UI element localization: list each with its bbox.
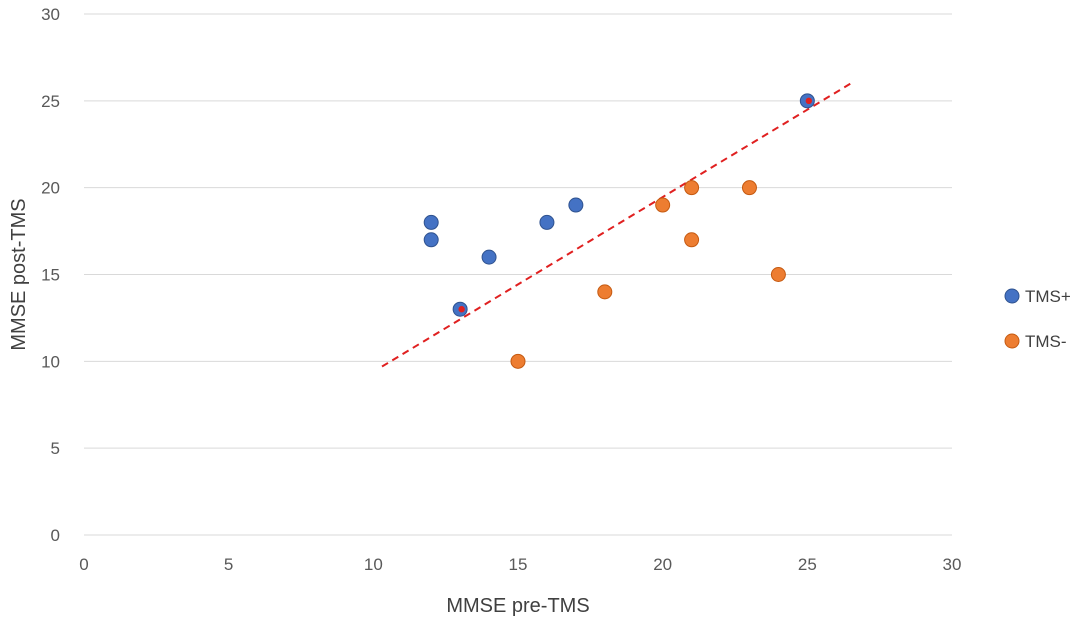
point-TMS+ (481, 249, 497, 265)
legend-marker-TMS- (1004, 333, 1020, 349)
legend-label: TMS- (1025, 332, 1067, 351)
x-tick-label: 25 (798, 555, 817, 574)
y-tick-label: 0 (51, 526, 60, 545)
point-TMS+ (423, 232, 439, 248)
legend-marker-TMS+ (1004, 288, 1020, 304)
x-axis-title: MMSE pre-TMS (446, 595, 589, 617)
x-tick-label: 0 (79, 555, 88, 574)
point-TMS- (770, 267, 786, 282)
x-tick-label: 20 (653, 555, 672, 574)
point-TMS- (655, 197, 671, 213)
point-TMS- (684, 180, 700, 196)
x-axis-ticks: 0 5 10 15 20 25 30 (79, 555, 961, 574)
trendline (381, 82, 852, 368)
highlight-marker (458, 306, 465, 313)
y-tick-label: 20 (41, 179, 60, 198)
x-tick-label: 5 (224, 555, 233, 574)
legend-label: TMS+ (1025, 287, 1071, 306)
legend: TMS+ TMS- (1004, 287, 1071, 351)
grid-lines (84, 13, 952, 449)
point-TMS+ (539, 214, 555, 230)
point-TMS- (684, 232, 700, 248)
y-tick-label: 5 (51, 439, 60, 458)
y-tick-label: 25 (41, 92, 60, 111)
y-axis-ticks: 0 5 10 15 20 25 30 (41, 5, 60, 545)
highlight-marker (805, 97, 813, 105)
y-axis-title: MMSE post-TMS (8, 198, 30, 350)
y-tick-label: 30 (41, 5, 60, 24)
x-tick-label: 10 (364, 555, 383, 574)
y-tick-label: 10 (41, 352, 60, 371)
x-tick-label: 30 (943, 555, 962, 574)
data-points (423, 93, 815, 369)
x-tick-label: 15 (509, 555, 528, 574)
point-TMS+ (423, 214, 439, 230)
point-TMS- (597, 284, 613, 300)
point-TMS- (510, 353, 526, 369)
y-tick-label: 15 (41, 266, 60, 285)
point-TMS+ (568, 197, 584, 213)
point-TMS- (741, 180, 757, 196)
